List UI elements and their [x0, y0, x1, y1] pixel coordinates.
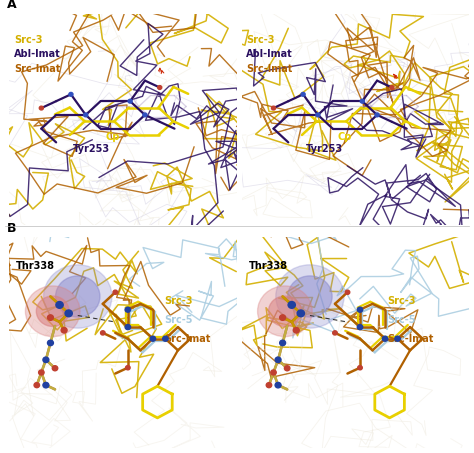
Circle shape	[345, 290, 350, 294]
Text: Src-Imat: Src-Imat	[387, 334, 434, 344]
Circle shape	[360, 99, 365, 103]
Circle shape	[125, 307, 130, 312]
Text: Src-3: Src-3	[164, 296, 193, 307]
Circle shape	[280, 340, 285, 346]
Circle shape	[358, 366, 362, 370]
Text: Src-Imat: Src-Imat	[164, 334, 210, 344]
Circle shape	[395, 336, 400, 341]
Text: Src-Imat: Src-Imat	[246, 64, 292, 74]
Circle shape	[128, 99, 132, 103]
Circle shape	[257, 286, 312, 337]
Circle shape	[47, 340, 54, 346]
Text: Abl-Imat: Abl-Imat	[246, 49, 293, 59]
Circle shape	[268, 296, 301, 327]
Circle shape	[84, 113, 88, 117]
Text: Cp: Cp	[337, 132, 352, 142]
Circle shape	[272, 106, 275, 110]
Circle shape	[316, 113, 320, 117]
Circle shape	[61, 328, 67, 333]
Circle shape	[126, 366, 130, 370]
Circle shape	[284, 366, 290, 371]
Circle shape	[271, 370, 276, 375]
Circle shape	[357, 307, 363, 312]
Circle shape	[55, 276, 100, 317]
Circle shape	[44, 265, 112, 328]
Circle shape	[47, 315, 54, 320]
Circle shape	[36, 296, 69, 327]
Circle shape	[390, 86, 394, 89]
Circle shape	[280, 315, 285, 320]
Text: Abl-Imat: Abl-Imat	[14, 49, 61, 59]
Circle shape	[143, 113, 147, 117]
Circle shape	[288, 276, 332, 317]
Text: Src-3: Src-3	[387, 296, 416, 307]
Circle shape	[150, 336, 155, 341]
Text: Tyr253: Tyr253	[305, 145, 343, 154]
Circle shape	[38, 370, 44, 375]
Circle shape	[383, 336, 388, 341]
Circle shape	[52, 366, 58, 371]
Circle shape	[297, 310, 304, 317]
Circle shape	[333, 331, 337, 335]
Text: Src-3: Src-3	[14, 35, 43, 45]
Circle shape	[163, 336, 168, 341]
Text: Src-5: Src-5	[164, 315, 193, 325]
Circle shape	[100, 331, 105, 335]
Circle shape	[65, 310, 73, 317]
Circle shape	[69, 92, 73, 96]
Text: Src-5: Src-5	[387, 315, 416, 325]
Text: Tyr253: Tyr253	[73, 145, 110, 154]
Circle shape	[34, 383, 39, 388]
Circle shape	[275, 357, 281, 362]
Text: Thr338: Thr338	[16, 260, 55, 270]
Circle shape	[39, 106, 44, 110]
Text: B: B	[7, 222, 17, 235]
Circle shape	[357, 324, 363, 330]
Circle shape	[158, 86, 162, 89]
Text: Cp: Cp	[105, 132, 119, 142]
Circle shape	[113, 290, 118, 294]
Circle shape	[43, 382, 49, 388]
Circle shape	[26, 286, 80, 337]
Circle shape	[125, 324, 130, 330]
Circle shape	[266, 383, 272, 388]
Text: A: A	[7, 0, 17, 11]
Circle shape	[301, 92, 305, 96]
Circle shape	[276, 265, 344, 328]
Circle shape	[56, 302, 63, 308]
Circle shape	[275, 382, 281, 388]
Circle shape	[375, 113, 379, 117]
Text: Src-3: Src-3	[246, 35, 275, 45]
Text: Thr338: Thr338	[248, 260, 287, 270]
Circle shape	[288, 302, 295, 308]
Circle shape	[43, 357, 49, 362]
Circle shape	[293, 328, 299, 333]
Text: Src-Imat: Src-Imat	[14, 64, 60, 74]
